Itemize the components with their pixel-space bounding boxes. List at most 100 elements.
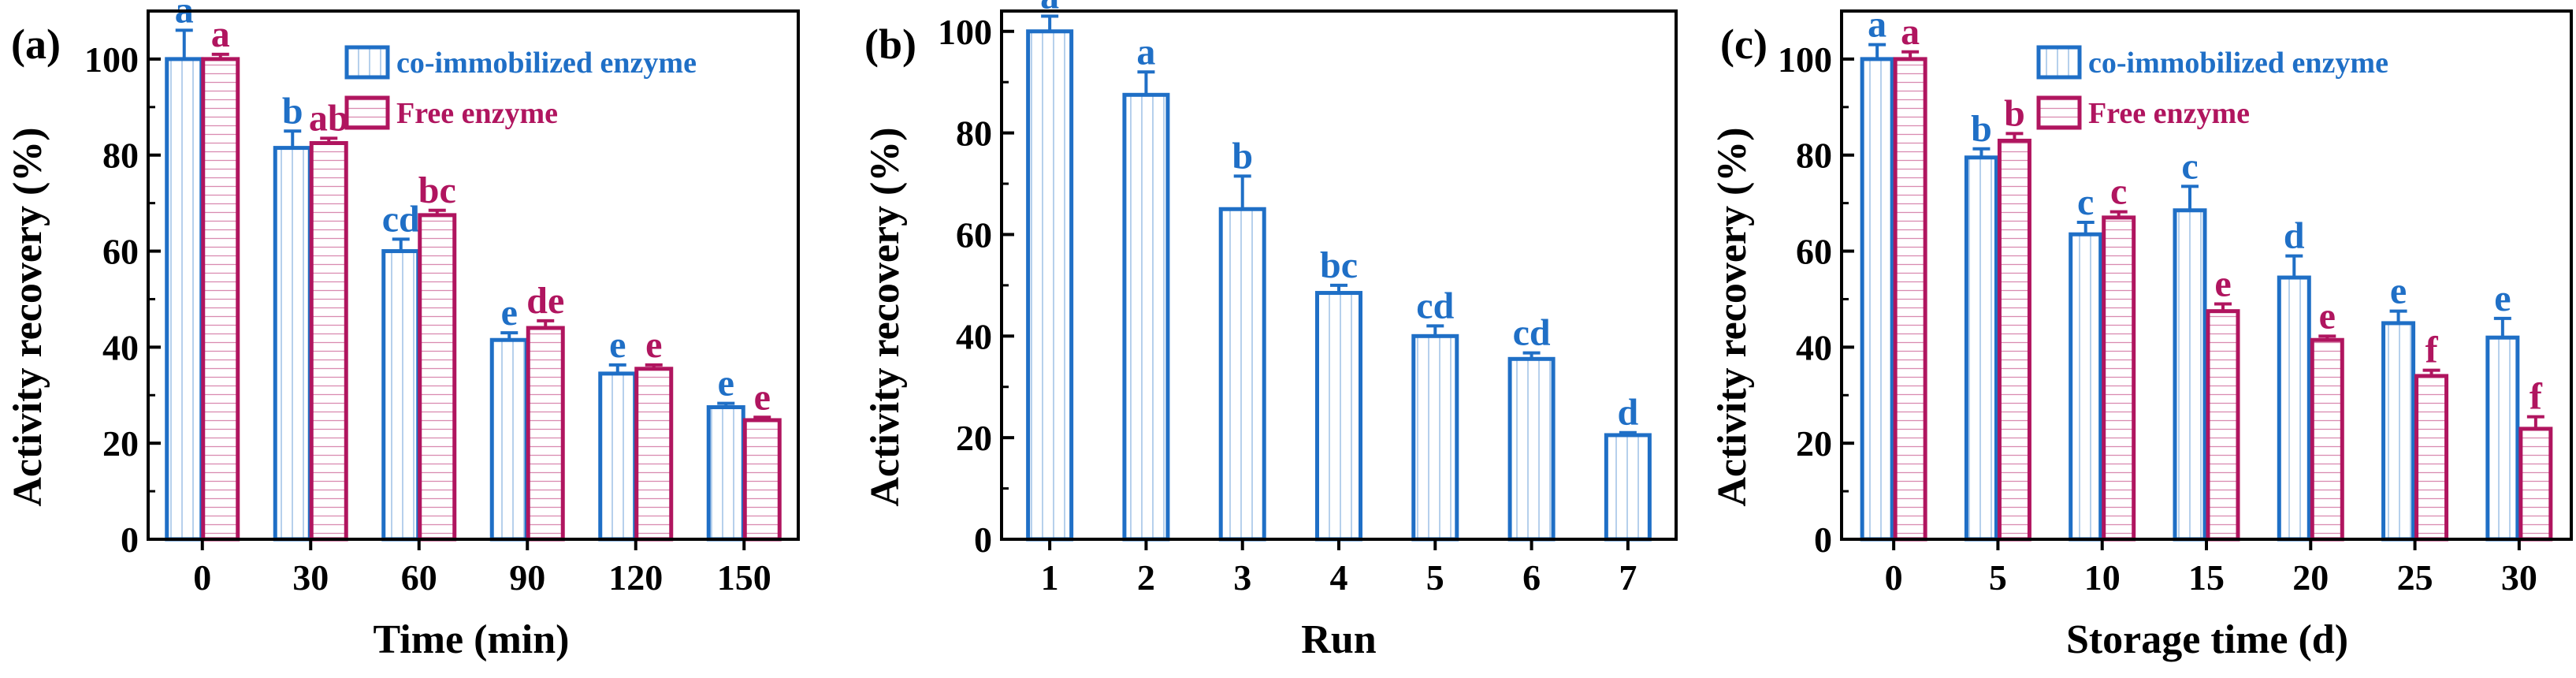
bar <box>2277 275 2311 542</box>
panel-b: (b) Activity recovery (%) Run a a b bc cd cd d… <box>863 0 1678 662</box>
bar <box>1997 138 2031 542</box>
significance-letter: e <box>718 363 734 404</box>
y-tick-label: 40 <box>102 327 139 367</box>
bar <box>598 371 637 542</box>
x-tick-label: 0 <box>193 557 211 598</box>
bar <box>1026 29 1074 542</box>
significance-letter: f <box>2425 330 2439 371</box>
bar <box>634 367 674 542</box>
x-tick-label: 4 <box>1330 557 1348 598</box>
significance-letter: bc <box>418 170 456 211</box>
significance-letter: c <box>2077 181 2094 223</box>
y-tick-label: 60 <box>102 232 139 272</box>
panel-b-ylabel: Activity recovery (%) <box>863 127 908 506</box>
bar <box>273 146 312 542</box>
legend-label-immobilized: co-immobilized enzyme <box>2088 47 2388 80</box>
bar <box>706 405 745 542</box>
panel-a: (a) Activity recovery (%) Time (min) co-… <box>6 0 800 662</box>
bar <box>742 418 782 542</box>
x-tick-label: 30 <box>292 557 329 598</box>
significance-letter: d <box>2284 215 2305 257</box>
significance-letter: b <box>1232 135 1253 177</box>
bar <box>1122 92 1170 542</box>
bar <box>165 57 204 542</box>
significance-letter: bc <box>1320 244 1358 286</box>
y-tick-label: 0 <box>974 520 992 560</box>
x-tick-label: 7 <box>1619 557 1637 598</box>
significance-letter: e <box>609 324 626 366</box>
significance-letter: a <box>1040 0 1059 17</box>
y-tick-label: 40 <box>956 316 992 356</box>
x-tick-label: 20 <box>2292 557 2329 598</box>
panel-c-legend: co-immobilized enzyme Free enzyme <box>2036 45 2388 130</box>
y-tick-label: 0 <box>121 520 139 560</box>
x-tick-label: 2 <box>1137 557 1155 598</box>
panel-c: (c) Activity recovery (%) Storage time (… <box>1710 4 2573 662</box>
x-tick-label: 25 <box>2397 557 2433 598</box>
significance-letter: b <box>2004 92 2025 134</box>
significance-letter: a <box>211 13 230 55</box>
y-tick-label: 80 <box>956 114 992 154</box>
y-tick-label: 60 <box>1796 232 1832 272</box>
legend-label-free: Free enzyme <box>2088 97 2250 130</box>
y-tick-label: 80 <box>1796 136 1832 176</box>
bar <box>2381 321 2416 542</box>
bar <box>418 213 457 542</box>
significance-letter: d <box>1618 392 1639 434</box>
axes-frame <box>147 9 800 541</box>
bar <box>2485 335 2520 542</box>
significance-letter: ab <box>309 97 349 139</box>
x-tick-label: 90 <box>509 557 545 598</box>
x-tick-label: 30 <box>2501 557 2537 598</box>
significance-letter: e <box>2390 270 2407 312</box>
bar <box>2102 215 2136 542</box>
panel-b-plot: a a b bc cd cd d 0 20 40 60 80 100 1 2 3 4 5 6 7 <box>938 0 1678 598</box>
bar <box>1893 57 1927 542</box>
x-tick-label: 5 <box>1426 557 1444 598</box>
panel-c-ylabel: Activity recovery (%) <box>1710 127 1755 506</box>
significance-letter: a <box>1136 31 1155 73</box>
significance-letter: de <box>526 280 564 322</box>
x-tick-label: 0 <box>1885 557 1903 598</box>
significance-letter: e <box>2319 295 2336 337</box>
significance-letter: e <box>501 292 518 333</box>
significance-letter: e <box>754 376 771 418</box>
bar <box>309 141 348 542</box>
y-tick-label: 20 <box>1796 423 1832 464</box>
panel-a-ylabel: Activity recovery (%) <box>6 127 50 506</box>
bar <box>2414 374 2449 542</box>
bar <box>381 249 421 542</box>
panel-c-xlabel: Storage time (d) <box>2066 617 2348 662</box>
y-tick-label: 100 <box>84 39 139 80</box>
significance-letter: b <box>1971 108 1992 150</box>
bar <box>526 326 565 542</box>
bar <box>1964 155 1998 542</box>
legend-swatch-immobilized <box>344 45 390 80</box>
bar <box>2518 427 2553 542</box>
x-tick-label: 10 <box>2084 557 2121 598</box>
bar <box>1860 57 1894 542</box>
x-tick-label: 15 <box>2188 557 2225 598</box>
significance-letter: cd <box>1513 312 1551 354</box>
significance-letter: c <box>2181 145 2198 187</box>
panel-a-legend: co-immobilized enzyme Free enzyme <box>344 45 697 130</box>
y-tick-label: 0 <box>1814 520 1832 560</box>
legend-swatch-free <box>2036 95 2082 130</box>
panel-b-xlabel: Run <box>1301 617 1376 662</box>
significance-letter: c <box>2110 171 2127 213</box>
x-tick-label: 1 <box>1041 557 1059 598</box>
y-tick-label: 100 <box>938 12 992 52</box>
legend-label-free: Free enzyme <box>396 97 558 130</box>
significance-letter: f <box>2530 376 2543 418</box>
legend-swatch-immobilized <box>2036 45 2082 80</box>
x-tick-label: 150 <box>717 557 771 598</box>
bar <box>2206 309 2240 542</box>
significance-letter: e <box>2494 278 2511 319</box>
panel-c-label: (c) <box>1720 20 1768 68</box>
y-tick-label: 40 <box>1796 327 1832 367</box>
y-tick-label: 20 <box>102 423 139 464</box>
bar <box>1411 333 1459 542</box>
x-tick-label: 5 <box>1989 557 2007 598</box>
